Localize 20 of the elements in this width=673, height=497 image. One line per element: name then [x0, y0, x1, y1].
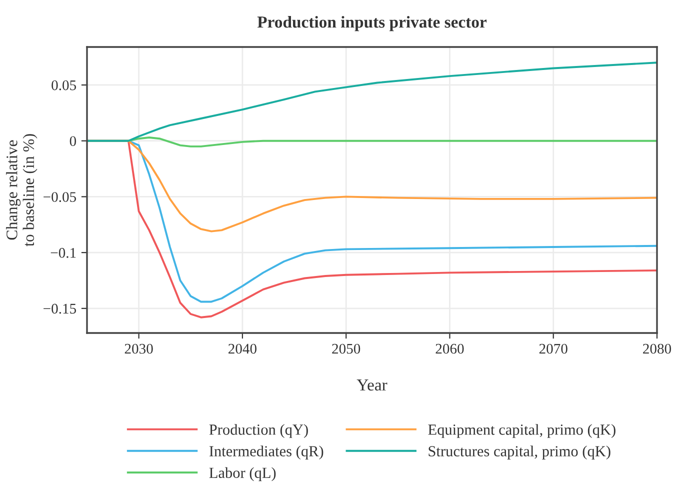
y-axis-title: Change relative to baseline (in %): [6, 134, 38, 246]
line-series: [87, 62, 657, 142]
y-tick-label: −0.1: [50, 248, 76, 258]
chart-title: Production inputs private sector: [257, 16, 487, 32]
y-tick-label: −0.05: [44, 192, 76, 202]
x-tick-label: 2040: [228, 344, 256, 354]
y-tick-label: −0.15: [44, 304, 76, 314]
legend-label: Equipment capital, primo (qK): [428, 424, 616, 438]
legend-label: Structures capital, primo (qK): [428, 446, 610, 460]
x-tick-label: 2060: [436, 344, 464, 354]
x-tick-label: 2070: [539, 344, 568, 354]
x-tick-label: 2030: [124, 344, 153, 354]
y-tick-label: 0.05: [52, 80, 76, 90]
legend-label: Labor (qL): [209, 467, 276, 482]
x-axis-title: Year: [356, 380, 388, 391]
legend-label: Production (qY): [209, 424, 308, 438]
y-tick-label: 0: [70, 136, 76, 146]
x-tick-label: 2050: [332, 344, 360, 354]
x-tick-label: 2080: [643, 344, 672, 354]
legend-label: Intermediates (qR): [209, 446, 324, 460]
